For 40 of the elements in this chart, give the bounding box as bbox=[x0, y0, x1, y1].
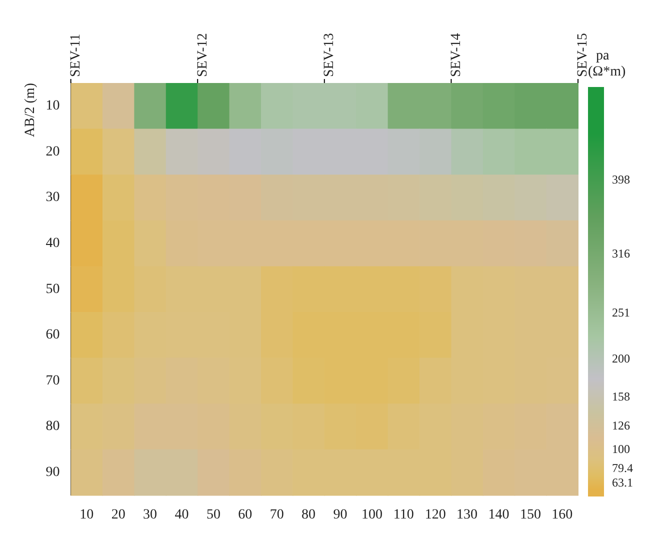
x-tick-label: 90 bbox=[333, 507, 348, 522]
x-tick-label: 80 bbox=[302, 507, 316, 522]
x-tick-label: 150 bbox=[520, 507, 541, 522]
x-tick-label: 110 bbox=[393, 507, 414, 522]
x-tick-label: 20 bbox=[111, 507, 126, 522]
y-tick-label: 10 bbox=[46, 98, 60, 114]
x-tick-label: 100 bbox=[361, 507, 382, 522]
x-tick-label: 140 bbox=[488, 507, 510, 522]
y-tick-label: 20 bbox=[46, 144, 60, 160]
color-bar-label: 316 bbox=[612, 246, 630, 261]
x-tick-label: 50 bbox=[206, 507, 220, 522]
y-tick-label: 40 bbox=[46, 236, 60, 251]
y-tick-label: 70 bbox=[46, 373, 60, 388]
y-tick-label: 60 bbox=[46, 328, 60, 343]
color-bar-label: 79.4 bbox=[612, 460, 633, 475]
text: SEV-13 bbox=[322, 33, 338, 77]
text: SEV-14 bbox=[448, 33, 464, 77]
x-tick-label: 160 bbox=[552, 507, 573, 522]
color-bar-label: 200 bbox=[612, 352, 630, 366]
text: SEV-12 bbox=[195, 33, 210, 77]
x-tick-label: 70 bbox=[270, 507, 284, 522]
y-tick-label: 90 bbox=[46, 464, 60, 480]
y-tick-label: 50 bbox=[46, 282, 60, 297]
color-bar-title: pa (Ω*m) bbox=[588, 48, 626, 80]
text: SEV-11 bbox=[68, 34, 84, 77]
x-tick-label: 60 bbox=[238, 507, 252, 522]
x-tick-label: 130 bbox=[456, 507, 478, 522]
y-tick-label: 80 bbox=[46, 419, 60, 434]
x-tick-label: 40 bbox=[174, 507, 189, 522]
color-bar-label: 126 bbox=[612, 418, 630, 433]
x-tick-label: 120 bbox=[424, 507, 446, 522]
y-axis-title: AB/2 (m) bbox=[23, 82, 38, 138]
x-tick-label: 30 bbox=[143, 507, 158, 522]
y-tick-label: 30 bbox=[46, 190, 60, 206]
color-bar-label: 63.1 bbox=[612, 476, 633, 490]
color-bar-label: 398 bbox=[612, 172, 630, 186]
color-bar-label: 158 bbox=[612, 390, 630, 404]
color-bar-label: 100 bbox=[612, 442, 630, 456]
x-tick-label: 10 bbox=[80, 507, 94, 522]
color-bar-label: 251 bbox=[612, 305, 630, 320]
